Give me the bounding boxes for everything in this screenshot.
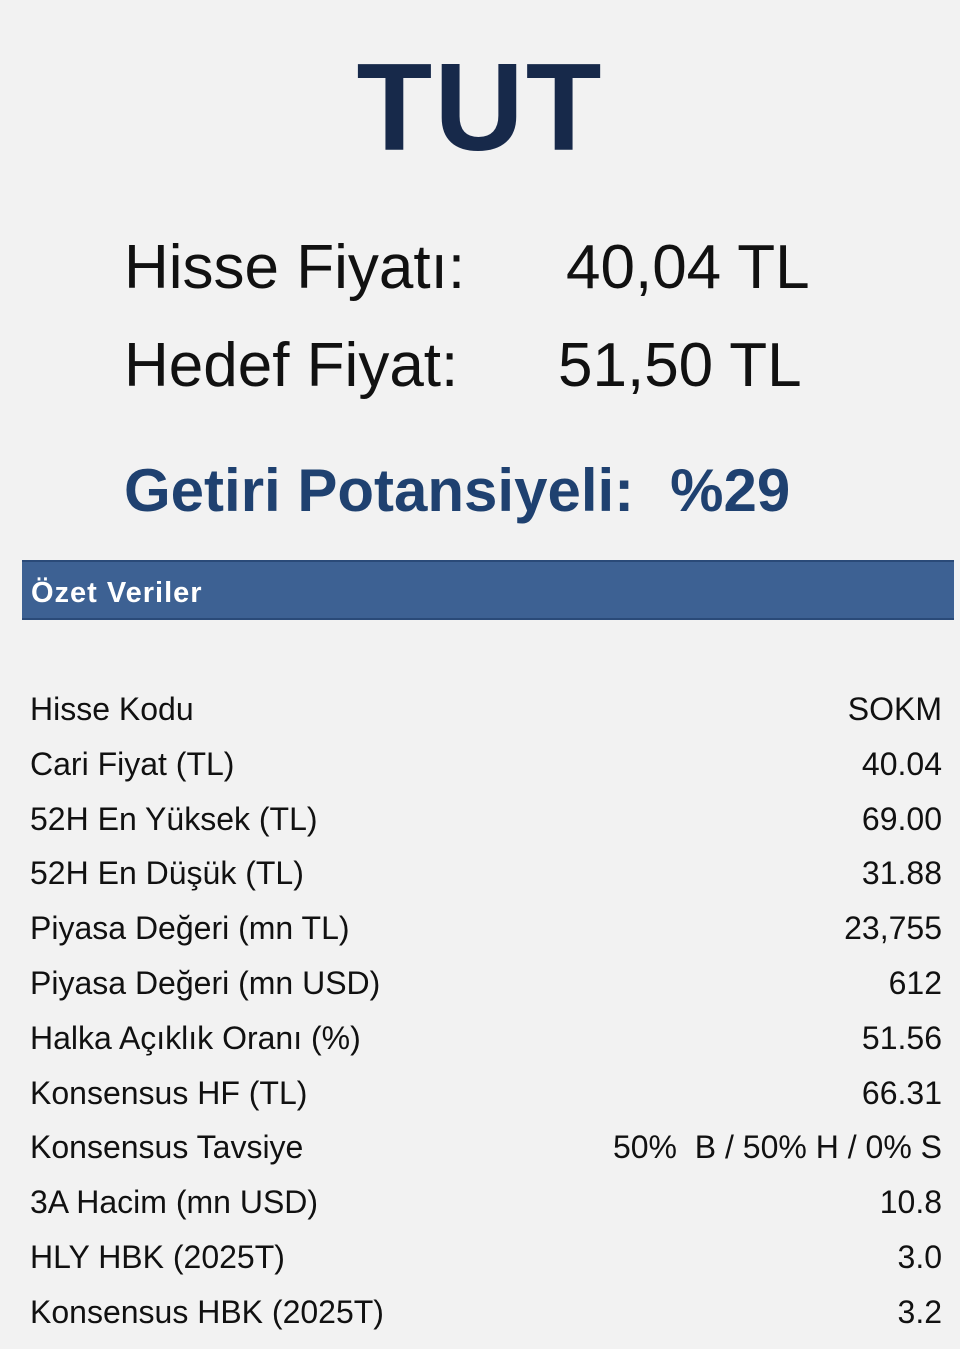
summary-row-value: 612 <box>888 964 942 1001</box>
summary-row-label: Konsensus HBK (2025T) <box>30 1293 384 1330</box>
summary-row: Cari Fiyat (TL) 40.04 <box>30 737 942 792</box>
summary-row-value: 40.04 <box>861 745 942 782</box>
recommendation-heading: TUT <box>356 39 604 177</box>
summary-row-value: 31.88 <box>861 855 942 892</box>
summary-row: Konsensus HF (TL) 66.31 <box>30 1066 942 1121</box>
summary-row-value: 3.0 <box>897 1238 942 1275</box>
summary-row: Hisse Kodu SOKM <box>30 682 942 737</box>
target-price-value: 51,50 TL <box>558 331 802 400</box>
summary-row-label: Halka Açıklık Oranı (%) <box>30 1019 361 1056</box>
summary-row: Konsensus Tavsiye 50% B / 50% H / 0% S <box>30 1120 942 1175</box>
summary-row: Halka Açıklık Oranı (%) 51.56 <box>30 1011 942 1066</box>
summary-row-value: 66.31 <box>861 1074 942 1111</box>
summary-table: Hisse Kodu SOKM Cari Fiyat (TL) 40.04 52H En… <box>30 682 942 1340</box>
summary-row-label: Konsensus Tavsiye <box>30 1129 304 1166</box>
summary-row: Piyasa Değeri (mn USD) 612 <box>30 956 942 1011</box>
summary-row-label: Konsensus HF (TL) <box>30 1074 308 1111</box>
summary-row: Piyasa Değeri (mn TL) 23,755 <box>30 901 942 956</box>
summary-row: Konsensus HBK (2025T) 3.2 <box>30 1285 942 1340</box>
summary-row-label: HLY HBK (2025T) <box>30 1238 285 1275</box>
summary-row-value: 3.2 <box>897 1293 942 1330</box>
summary-row: 52H En Yüksek (TL) 69.00 <box>30 792 942 847</box>
summary-row-label: Piyasa Değeri (mn USD) <box>30 964 381 1001</box>
summary-row-value: 50% B / 50% H / 0% S <box>612 1129 942 1166</box>
summary-row-label: 52H En Düşük (TL) <box>30 855 304 892</box>
summary-row-label: Cari Fiyat (TL) <box>30 745 235 782</box>
summary-row-value: SOKM <box>847 691 942 727</box>
summary-row: 52H En Düşük (TL) 31.88 <box>30 846 942 901</box>
current-price-value: 40,04 TL <box>566 233 810 302</box>
summary-section-title: Özet Veriler <box>31 577 203 609</box>
current-price-label: Hisse Fiyatı: <box>124 233 466 302</box>
summary-section-header: Özet Veriler <box>22 560 954 620</box>
summary-row-label: 3A Hacim (mn USD) <box>30 1184 319 1221</box>
return-potential-value: %29 <box>670 457 791 524</box>
target-price-label: Hedef Fiyat: <box>124 331 459 400</box>
summary-row-label: Piyasa Değeri (mn TL) <box>30 910 350 947</box>
summary-row-label: Hisse Kodu <box>30 691 194 727</box>
return-potential-label: Getiri Potansiyeli: <box>124 457 635 524</box>
summary-row-value: 10.8 <box>879 1184 942 1221</box>
summary-row-value: 23,755 <box>844 910 942 947</box>
summary-row-value: 69.00 <box>861 800 942 837</box>
return-potential: Getiri Potansiyeli: %29 <box>124 455 790 527</box>
summary-row: HLY HBK (2025T) 3.0 <box>30 1230 942 1285</box>
summary-row-value: 51.56 <box>861 1019 942 1056</box>
summary-row: 3A Hacim (mn USD) 10.8 <box>30 1175 942 1230</box>
summary-row-label: 52H En Yüksek (TL) <box>30 800 318 837</box>
